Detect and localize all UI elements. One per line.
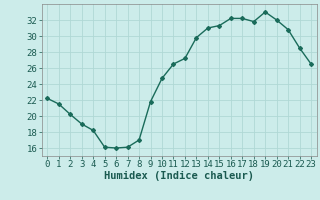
X-axis label: Humidex (Indice chaleur): Humidex (Indice chaleur) [104, 171, 254, 181]
